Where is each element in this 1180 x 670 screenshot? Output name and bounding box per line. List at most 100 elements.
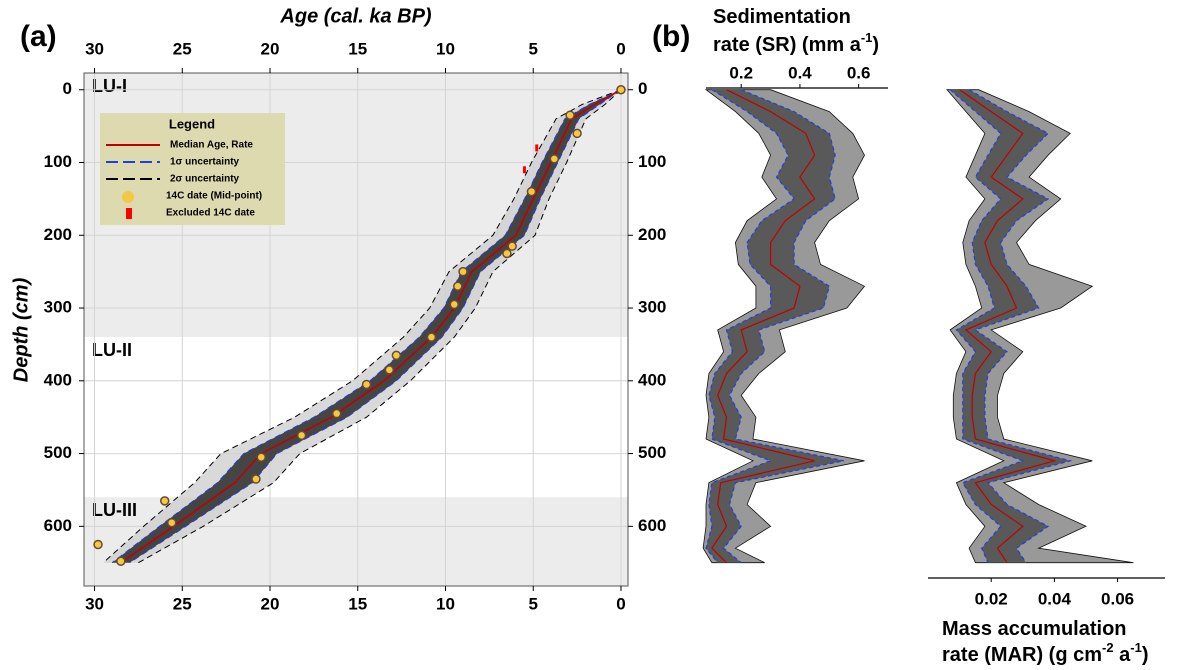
x-axis-title-part: -1 — [1130, 640, 1142, 655]
y-tick-label: 300 — [44, 298, 72, 317]
x-tick-label: 10 — [436, 594, 455, 613]
legend-label: 2σ uncertainty — [170, 174, 240, 185]
x-tick-label: 0.06 — [1101, 589, 1134, 608]
legend-swatch — [126, 208, 132, 219]
c14-date — [453, 281, 463, 291]
c14-date — [449, 299, 460, 310]
y-tick-label: 500 — [638, 443, 666, 462]
y-tick-label: 500 — [44, 443, 72, 462]
x-tick-label: 10 — [436, 39, 455, 58]
legend-label: 1σ uncertainty — [170, 157, 240, 168]
c14-date — [502, 248, 512, 259]
median-line — [711, 89, 816, 564]
legend-title: Legend — [169, 116, 215, 131]
x-axis-title: Sedimentation — [713, 6, 851, 28]
x-axis-title-part: a — [1114, 644, 1132, 666]
c14-date — [166, 517, 177, 528]
legend-label: 14C date (Mid-point) — [166, 191, 262, 202]
c14-date — [361, 379, 372, 390]
c14-date — [391, 350, 402, 361]
unit-label: LU-II — [92, 340, 132, 360]
c14-date — [384, 365, 395, 375]
c14-date — [549, 154, 560, 164]
c14-date — [426, 332, 437, 342]
c14-date — [616, 84, 626, 95]
sigma1-line — [705, 89, 795, 564]
panel-label: (b) — [652, 20, 690, 53]
y-tick-label: 400 — [44, 370, 72, 389]
sigma1-line — [968, 89, 1073, 564]
x-tick-label: 15 — [348, 594, 367, 613]
unit-label: LU-III — [92, 500, 137, 520]
c14-date — [331, 408, 342, 419]
x-tick-label: 25 — [173, 594, 192, 613]
x-tick-label: 30 — [85, 39, 104, 58]
excluded-date — [535, 144, 539, 152]
y-tick-label: 400 — [638, 370, 666, 389]
c14-date — [116, 556, 126, 567]
c14-date — [507, 241, 517, 251]
x-tick-label: 30 — [85, 594, 104, 613]
c14-date — [159, 496, 170, 506]
panel-label: (a) — [20, 20, 57, 53]
y-tick-label: 100 — [638, 152, 666, 171]
x-axis-title-part: rate (MAR) (g cm — [942, 644, 1102, 666]
legend-label: Excluded 14C date — [166, 208, 255, 219]
x-tick-label: 0.4 — [788, 63, 812, 82]
uncertainty-line — [102, 89, 622, 564]
y-tick-label: 600 — [44, 516, 72, 535]
x-tick-label: 0.02 — [975, 589, 1008, 608]
uncertainty-line — [129, 89, 622, 564]
y-tick-label: 0 — [638, 79, 647, 98]
c14-date — [565, 110, 575, 120]
legend-swatch — [122, 191, 134, 203]
c14-date — [251, 474, 261, 484]
sigma1-line — [722, 89, 845, 564]
x-tick-label: 0 — [616, 594, 625, 613]
y-tick-label: 200 — [638, 225, 666, 244]
legend-box — [100, 113, 285, 225]
x-axis-title: Age (cal. ka BP) — [279, 5, 432, 27]
y-tick-label: 300 — [638, 298, 666, 317]
x-axis-title-part: -1 — [861, 30, 873, 45]
x-axis-title-part: Sedimentation — [713, 6, 851, 28]
y-axis-title: Depth (cm) — [10, 277, 32, 382]
legend-label: Median Age, Rate — [170, 140, 253, 151]
c14-date — [256, 452, 266, 462]
y-tick-label: 600 — [638, 516, 666, 535]
y-tick-label: 200 — [44, 225, 72, 244]
plot-frame — [83, 72, 629, 587]
x-axis-title: rate (SR) (mm a-1) — [713, 30, 879, 56]
x-tick-label: 20 — [261, 39, 280, 58]
c14-date — [296, 430, 307, 441]
median-line — [959, 89, 1057, 564]
x-tick-label: 5 — [529, 39, 538, 58]
x-axis-title-part: Mass accumulation — [942, 618, 1127, 640]
x-tick-label: 20 — [261, 594, 280, 613]
x-tick-label: 0.6 — [847, 63, 871, 82]
unit-label: LU-I — [92, 76, 127, 96]
x-tick-label: 25 — [173, 39, 192, 58]
x-axis-title-part: rate (SR) (mm a — [713, 34, 862, 56]
x-tick-label: 0 — [616, 39, 625, 58]
excluded-date — [522, 166, 526, 174]
x-tick-label: 0.2 — [729, 63, 753, 82]
x-tick-label: 5 — [529, 594, 538, 613]
x-axis-title-part: -2 — [1102, 640, 1114, 655]
c14-date — [458, 266, 468, 277]
x-axis-title: Mass accumulation — [942, 618, 1127, 640]
uncertainty-line — [111, 89, 622, 564]
c14-date — [93, 539, 103, 550]
x-tick-label: 15 — [348, 39, 367, 58]
y-tick-label: 100 — [44, 152, 72, 171]
c14-date — [572, 128, 582, 139]
x-tick-label: 0.04 — [1038, 589, 1072, 608]
y-tick-label: 0 — [63, 79, 72, 98]
sigma1-line — [949, 89, 1025, 563]
x-axis-title-part: ) — [872, 34, 879, 56]
x-axis-title: rate (MAR) (g cm-2 a-1) — [942, 640, 1149, 666]
c14-date — [526, 186, 537, 197]
sigma1-area — [706, 89, 844, 563]
x-axis-title-part: ) — [1142, 644, 1149, 666]
